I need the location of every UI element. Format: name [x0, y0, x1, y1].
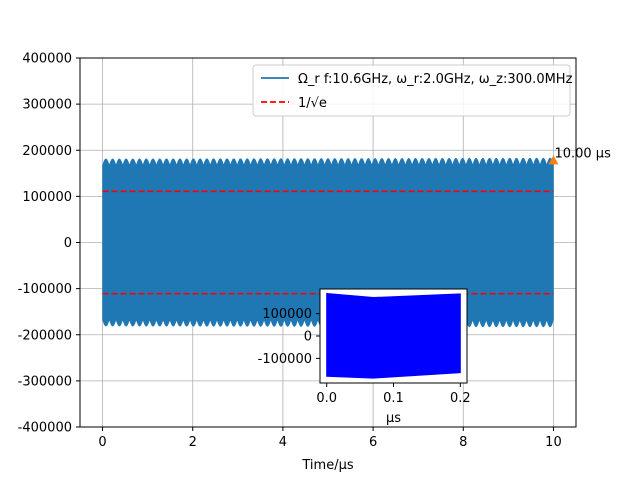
signal-series	[102, 157, 554, 328]
inset-plot: 0.0 0.1 0.2 -100000 0 100000 μs	[258, 288, 471, 426]
inset-y-tick-label: -100000	[258, 352, 312, 367]
x-tick-label: 0	[98, 435, 106, 450]
annotation-marker	[548, 155, 559, 165]
x-axis-label: Time/μs	[301, 458, 353, 473]
inset-x-axis-label: μs	[386, 411, 401, 426]
y-tick-label: 200000	[22, 144, 72, 159]
y-tick-label: 400000	[22, 52, 72, 67]
inset-x-tick-label: 0.1	[383, 391, 404, 406]
y-tick-label: 300000	[22, 98, 72, 113]
y-tick-label: -400000	[18, 421, 72, 436]
y-tick-label: -200000	[18, 328, 72, 343]
inset-x-tick-label: 0.0	[316, 391, 337, 406]
x-tick-label: 8	[459, 435, 467, 450]
y-tick-label: -100000	[18, 282, 72, 297]
x-tick-label: 6	[369, 435, 377, 450]
y-tick-label: 0	[64, 236, 72, 251]
legend-label-threshold: 1/√e	[298, 96, 327, 111]
x-tick-label: 4	[279, 435, 287, 450]
y-tick-label: 100000	[22, 190, 72, 205]
inset-signal	[326, 292, 461, 379]
inset-y-tick-label: 100000	[262, 307, 312, 322]
annotation-label: 10.00 μs	[554, 146, 611, 161]
y-tick-label: -300000	[18, 374, 72, 389]
legend-label-signal: Ω_r f:10.6GHz, ω_r:2.0GHz, ω_z:300.0MHz	[298, 72, 573, 87]
inset-x-tick-label: 0.2	[450, 391, 471, 406]
x-tick-label: 10	[545, 435, 562, 450]
legend-box	[252, 64, 571, 117]
inset-y-tick-label: 0	[304, 330, 312, 345]
x-tick-label: 2	[189, 435, 197, 450]
